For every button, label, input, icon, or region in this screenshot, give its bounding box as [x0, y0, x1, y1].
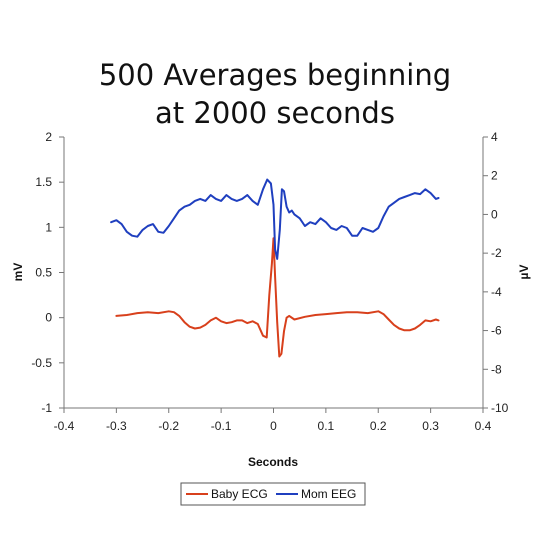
left-y-tick-label: 2 — [45, 130, 52, 144]
chart-legend: Baby ECG Mom EEG — [180, 482, 366, 506]
x-tick-label: 0.2 — [370, 419, 387, 433]
right-y-tick-label: 2 — [491, 169, 498, 183]
legend-label-mom-eeg: Mom EEG — [301, 487, 356, 501]
left-y-tick-label: -0.5 — [31, 356, 52, 370]
right-y-axis-ticks: -10 -8 -6 -4 -2 0 2 4 — [483, 130, 509, 415]
legend-box — [180, 482, 366, 506]
chart-series — [110, 178, 440, 358]
right-y-tick-label: -6 — [491, 324, 502, 338]
left-y-axis-ticks: -1 -0.5 0 0.5 1 1.5 2 — [31, 130, 64, 415]
x-tick-label: -0.3 — [106, 419, 127, 433]
x-axis-label: Seconds — [248, 455, 298, 469]
x-axis-ticks: -0.4 -0.3 -0.2 -0.1 0 0.1 0.2 0.3 0.4 — [54, 408, 492, 433]
left-y-tick-label: 0 — [45, 311, 52, 325]
right-y-axis-label: µV — [517, 265, 531, 280]
right-y-tick-label: -2 — [491, 246, 502, 260]
x-tick-label: 0.4 — [475, 419, 492, 433]
left-y-tick-label: 0.5 — [35, 266, 52, 280]
left-y-tick-label: -1 — [41, 401, 52, 415]
left-y-tick-label: 1.5 — [35, 175, 52, 189]
right-y-tick-label: 4 — [491, 130, 498, 144]
chart-title: 500 Averages beginning at 2000 seconds — [99, 58, 451, 130]
x-tick-label: 0 — [270, 419, 277, 433]
x-tick-label: -0.1 — [211, 419, 232, 433]
legend-label-baby-ecg: Baby ECG — [211, 487, 268, 501]
x-tick-label: 0.1 — [318, 419, 335, 433]
x-tick-label: -0.4 — [54, 419, 75, 433]
right-y-tick-label: -8 — [491, 362, 502, 376]
series-line-mom-eeg — [110, 178, 440, 260]
series-line-baby-ecg — [115, 237, 440, 358]
right-y-tick-label: -10 — [491, 401, 509, 415]
x-tick-label: 0.3 — [422, 419, 439, 433]
right-y-tick-label: 0 — [491, 207, 498, 221]
left-y-axis-label: mV — [11, 263, 25, 282]
left-y-tick-label: 1 — [45, 220, 52, 234]
chart-title-line-2: at 2000 seconds — [155, 96, 395, 130]
x-tick-label: -0.2 — [158, 419, 179, 433]
right-y-tick-label: -4 — [491, 285, 502, 299]
chart-title-line-1: 500 Averages beginning — [99, 58, 451, 92]
